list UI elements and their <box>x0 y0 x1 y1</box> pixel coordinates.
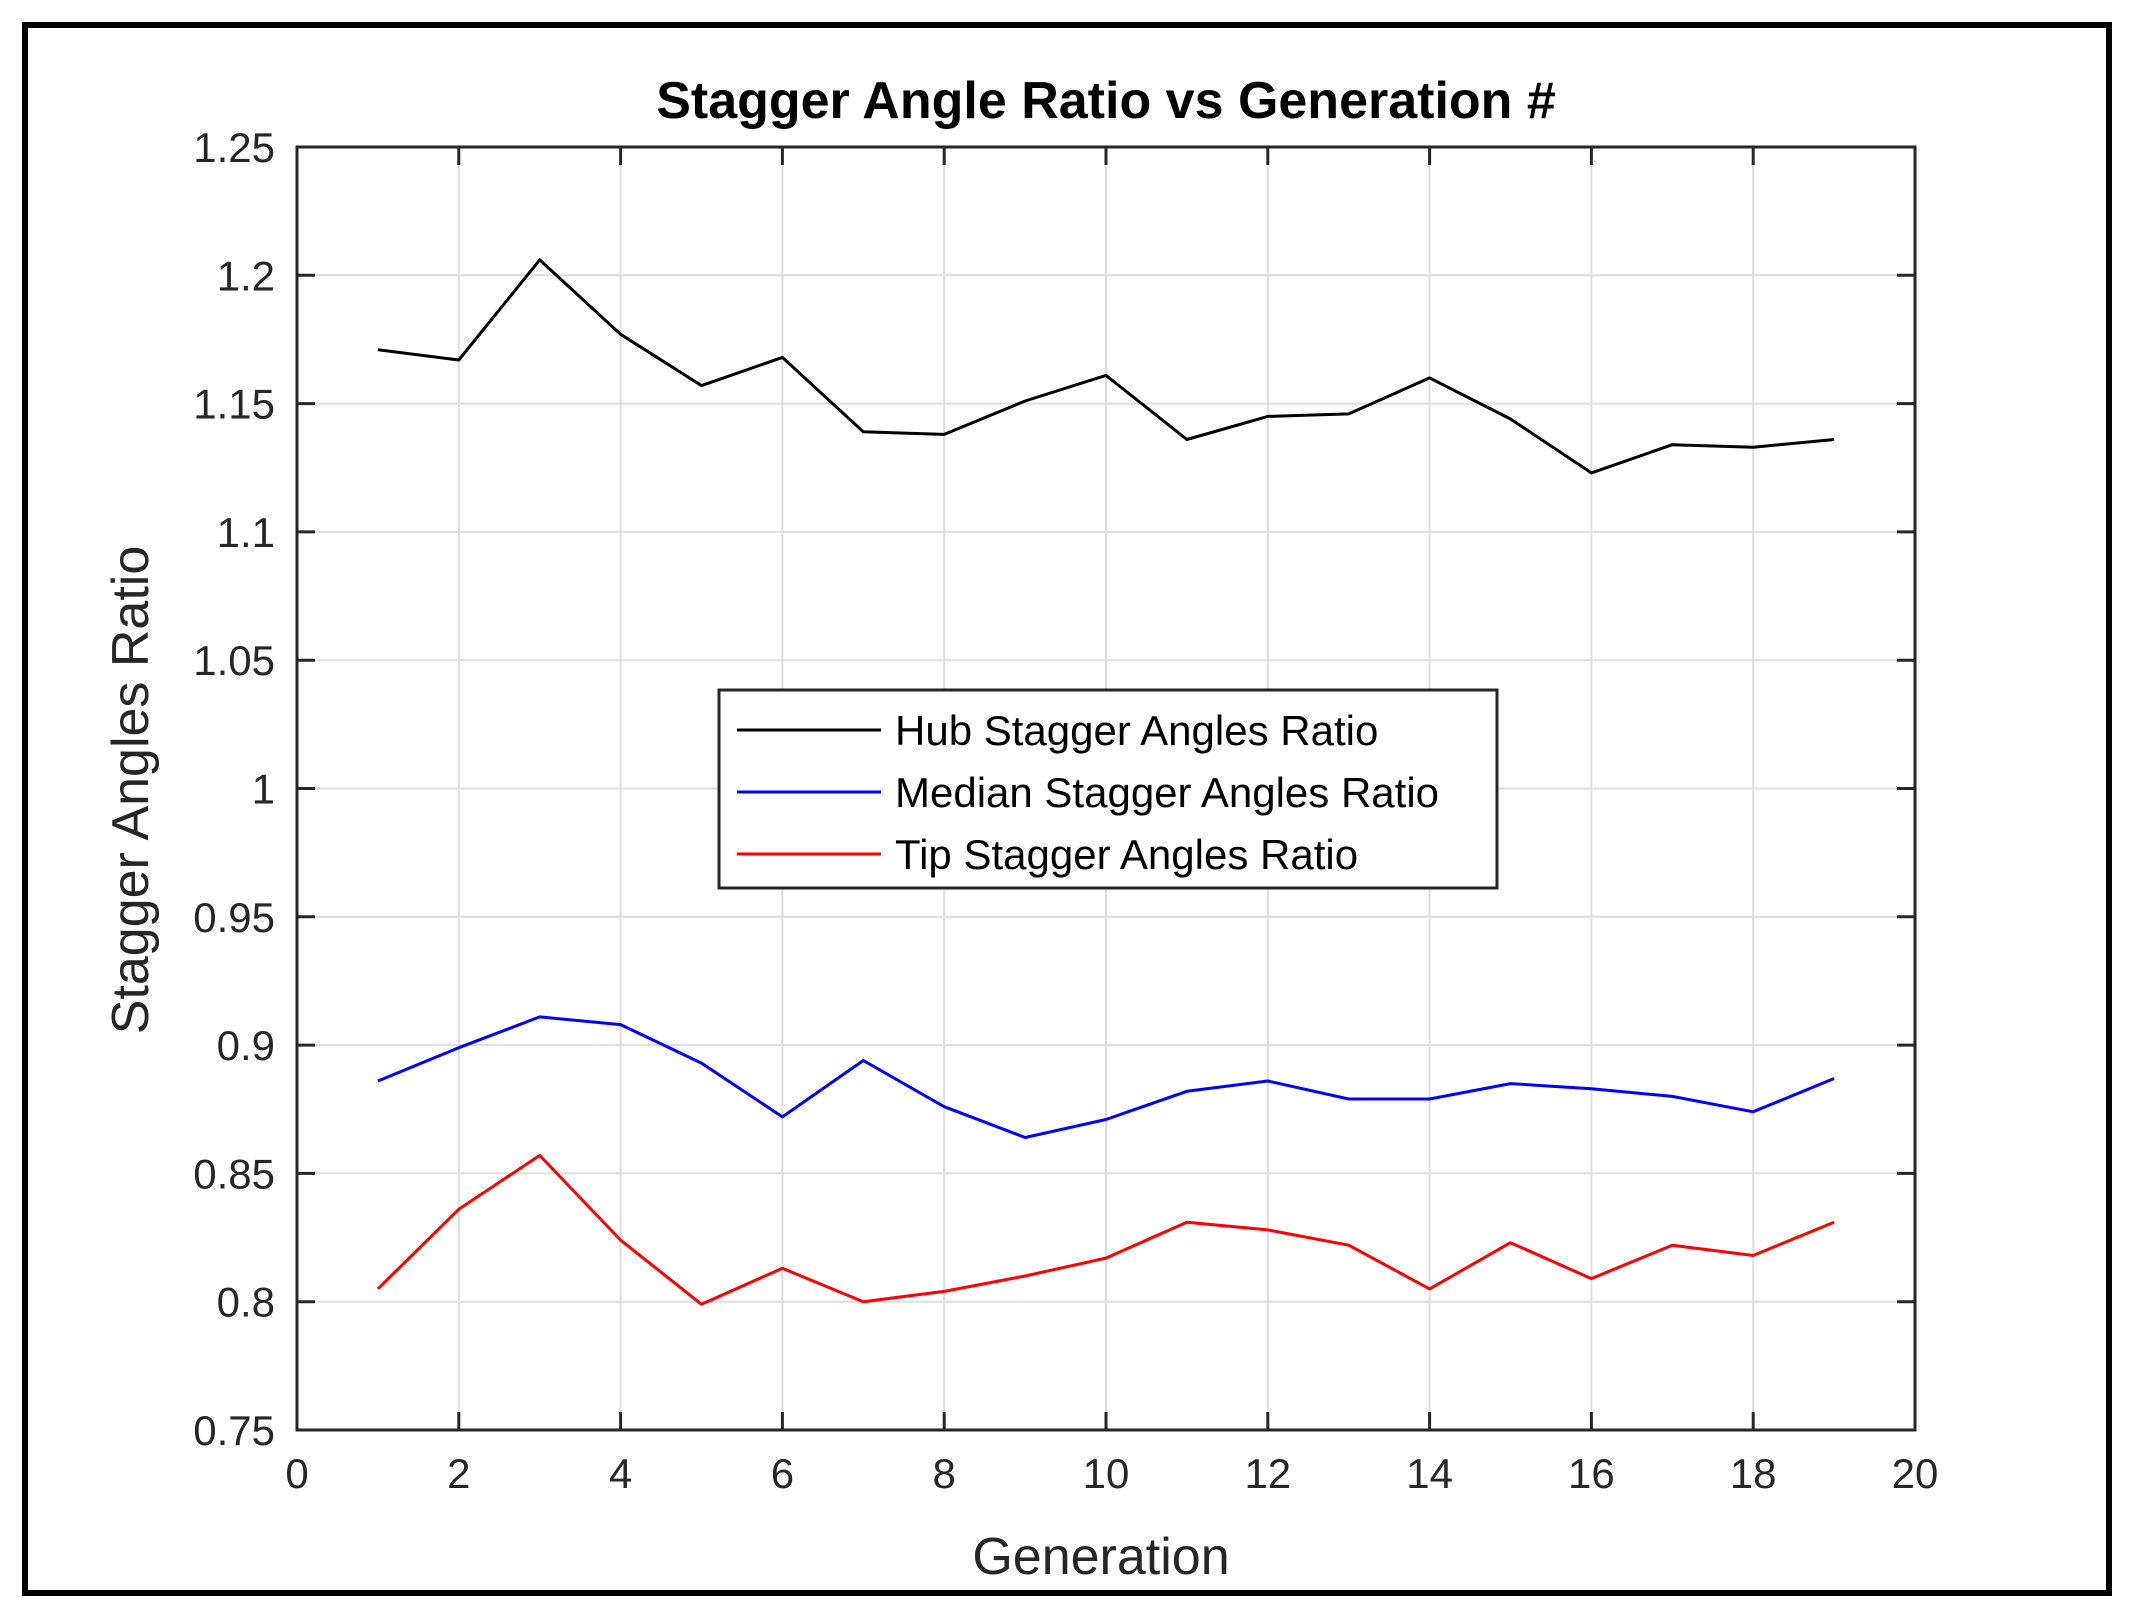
x-tick-label: 18 <box>1730 1450 1777 1497</box>
x-tick-label: 0 <box>285 1450 308 1497</box>
series-lines <box>376 258 1835 1306</box>
legend[interactable]: Hub Stagger Angles Ratio Median Stagger A… <box>717 688 1499 890</box>
x-tick-label: 14 <box>1406 1450 1453 1497</box>
y-tick-label: 0.75 <box>193 1407 275 1454</box>
y-tick-label: 1.2 <box>217 252 275 299</box>
x-tick-label: 2 <box>447 1450 470 1497</box>
x-tick-label: 4 <box>609 1450 632 1497</box>
y-tick-label: 0.85 <box>193 1150 275 1197</box>
y-tick-label: 1.15 <box>193 381 275 428</box>
ticks <box>295 145 1917 1432</box>
x-tick-label: 12 <box>1244 1450 1291 1497</box>
series-line-hub <box>377 258 1835 475</box>
x-tick-label: 16 <box>1568 1450 1615 1497</box>
x-tick-label: 8 <box>933 1450 956 1497</box>
y-axis-label: Stagger Angles Ratio <box>102 546 160 1035</box>
y-tick-label: 1 <box>252 766 275 813</box>
legend-label: Tip Stagger Angles Ratio <box>895 831 1358 878</box>
legend-label: Hub Stagger Angles Ratio <box>895 707 1378 754</box>
legend-label: Median Stagger Angles Ratio <box>895 769 1439 816</box>
y-tick-label: 0.8 <box>217 1279 275 1326</box>
series-line-tip <box>376 1153 1835 1306</box>
x-axis-label: Generation <box>972 1528 1229 1586</box>
x-tick-label: 10 <box>1083 1450 1130 1497</box>
y-tick-label: 1.25 <box>193 124 275 171</box>
x-tick-label: 6 <box>771 1450 794 1497</box>
chart-title: Stagger Angle Ratio vs Generation # <box>656 72 1556 130</box>
y-tick-label: 0.95 <box>193 894 275 941</box>
y-tick-label: 0.9 <box>217 1022 275 1069</box>
x-tick-label: 20 <box>1892 1450 1939 1497</box>
y-tick-label: 1.1 <box>217 509 275 556</box>
y-tick-label: 1.05 <box>193 637 275 684</box>
tick-labels: 0 2 4 6 8 10 12 14 16 18 20 0.75 0.8 0.85 0.9 0.95 1 1.05… <box>193 124 1938 1497</box>
series-line-median <box>377 1015 1835 1139</box>
